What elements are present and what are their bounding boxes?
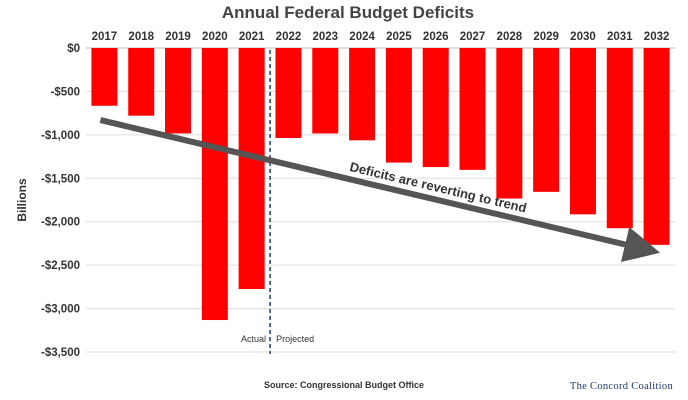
x-tick-label: 2017	[92, 31, 118, 43]
bar-2021	[238, 48, 265, 290]
x-tick-label: 2019	[165, 31, 191, 43]
period-label-projected: Projected	[276, 334, 314, 344]
x-tick-label: 2027	[460, 31, 486, 43]
x-tick-label: 2023	[312, 31, 338, 43]
bar-2023	[312, 48, 339, 134]
x-tick-label: 2022	[276, 31, 302, 43]
y-tick-label: $0	[67, 43, 80, 55]
y-tick-label: -$2,500	[41, 260, 80, 272]
bar-2028	[496, 48, 523, 199]
y-tick-label: -$500	[51, 86, 80, 98]
bar-2027	[459, 48, 486, 170]
bar-2017	[91, 48, 118, 106]
x-tick-label: 2031	[607, 31, 633, 43]
bar-2029	[533, 48, 560, 192]
bar-2019	[165, 48, 192, 134]
y-tick-label: -$2,000	[41, 217, 80, 229]
y-tick-label: -$3,000	[41, 304, 80, 316]
y-axis: $0 -$500 -$1,000 -$1,500 -$2,000 -$2,500 -$3,0…	[41, 43, 80, 359]
y-tick-label: -$1,000	[41, 130, 80, 142]
source-note: Source: Congressional Budget Office	[264, 380, 424, 390]
bar-2032	[643, 48, 670, 245]
x-tick-label: 2025	[386, 31, 412, 43]
bar-2031	[606, 48, 633, 229]
bar-2024	[349, 48, 376, 141]
bar-2022	[275, 48, 302, 138]
x-tick-label: 2029	[533, 31, 559, 43]
chart-title: Annual Federal Budget Deficits	[222, 3, 474, 22]
bar-2030	[569, 48, 596, 215]
x-axis: 2017 2018 2019 2020 2021 2022 2023 2024 2025 2026…	[92, 31, 670, 43]
bar-series	[91, 48, 670, 321]
x-tick-label: 2020	[202, 31, 228, 43]
x-tick-label: 2028	[497, 31, 523, 43]
x-tick-label: 2024	[349, 31, 375, 43]
trend-arrow	[99, 117, 661, 263]
x-tick-label: 2032	[644, 31, 670, 43]
y-tick-label: -$3,500	[41, 347, 80, 359]
bar-2026	[422, 48, 449, 168]
x-tick-label: 2021	[239, 31, 265, 43]
bar-2025	[385, 48, 412, 163]
x-tick-label: 2030	[570, 31, 596, 43]
x-tick-label: 2018	[128, 31, 154, 43]
period-label-actual: Actual	[241, 334, 266, 344]
x-tick-label: 2026	[423, 31, 449, 43]
bar-2018	[128, 48, 155, 116]
concord-coalition-logo: The Concord Coalition	[570, 381, 674, 392]
y-tick-label: -$1,500	[41, 173, 80, 185]
y-axis-label: Billions	[15, 178, 29, 222]
bar-2020	[201, 48, 228, 321]
